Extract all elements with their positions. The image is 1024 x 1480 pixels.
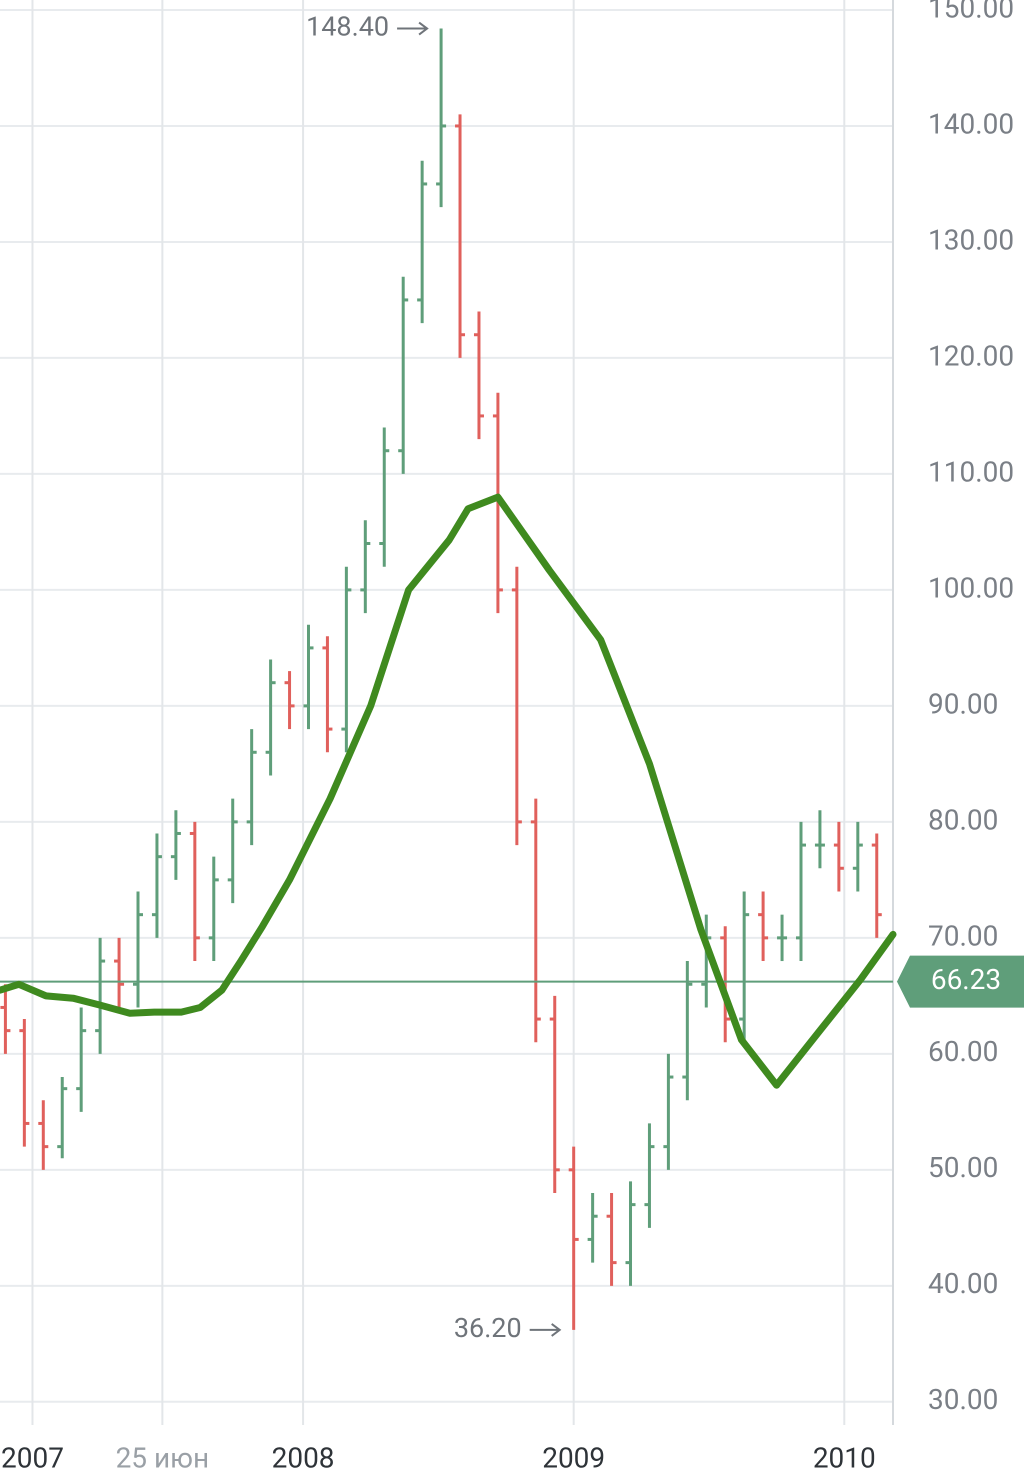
ohlc-bar (57, 1077, 68, 1159)
ohlc-bar (322, 636, 333, 753)
y-tick-label: 40.00 (928, 1267, 998, 1300)
ohlc-bar (76, 1007, 87, 1112)
y-tick-label: 90.00 (928, 687, 998, 720)
ohlc-bar (739, 891, 750, 1043)
ohlc-bar (151, 833, 162, 938)
x-tick-label: 2007 (1, 1441, 64, 1474)
y-tick-label: 140.00 (928, 107, 1014, 140)
ohlc-bar (208, 856, 219, 962)
y-tick-label: 120.00 (928, 339, 1014, 372)
ohlc-bar (568, 1146, 579, 1330)
ohlc-bar (95, 937, 106, 1054)
x-tick-label: 2009 (542, 1441, 605, 1474)
annotation-label: 148.40 (306, 11, 389, 43)
ohlc-bar (777, 914, 788, 962)
ohlc-bar (530, 798, 541, 1043)
ohlc-bar (284, 671, 295, 730)
y-tick-label: 60.00 (928, 1035, 998, 1068)
y-tick-label: 30.00 (928, 1383, 998, 1416)
annotation-arrow (397, 21, 429, 36)
last-price-label: 66.23 (931, 963, 1001, 996)
ohlc-bar (19, 1019, 30, 1147)
ohlc-bar (871, 833, 882, 938)
y-tick-label: 80.00 (928, 803, 998, 836)
ohlc-bar (511, 566, 522, 846)
y-tick-label: 100.00 (928, 571, 1014, 604)
x-tick-label: 2010 (813, 1441, 876, 1474)
ohlc-bar (455, 114, 466, 358)
ohlc-bar (758, 891, 769, 962)
ohlc-bar (303, 624, 314, 730)
ohlc-bar (38, 1100, 49, 1170)
ohlc-bar (682, 961, 693, 1101)
annotation-arrow (529, 1323, 562, 1337)
x-tick-label: 25 июн (116, 1441, 210, 1474)
ohlc-bar (189, 821, 200, 962)
ohlc-bar (398, 276, 409, 474)
ohlc-bar (341, 566, 352, 753)
ohlc-bar (644, 1123, 655, 1228)
ohlc-bar (663, 1053, 674, 1170)
last-price-tag (897, 955, 1024, 1008)
ohlc-bar (606, 1193, 617, 1286)
ohlc-bar (720, 926, 731, 1043)
y-tick-label: 110.00 (928, 455, 1014, 488)
annotation-label: 36.20 (454, 1312, 522, 1344)
ohlc-bar (473, 311, 484, 440)
ohlc-bar (0, 984, 11, 1054)
ohlc-bar (227, 798, 238, 904)
ohlc-bar (170, 810, 181, 880)
y-tick-label: 130.00 (928, 223, 1014, 256)
ohlc-bar (795, 821, 806, 962)
ohlc-bar (549, 995, 560, 1194)
ohlc-bar (833, 821, 844, 892)
ohlc-bar (587, 1193, 598, 1263)
y-tick-label: 50.00 (928, 1151, 998, 1184)
ohlc-bar (265, 659, 276, 776)
ohlc-bar (133, 891, 144, 1008)
ohlc-bar (852, 821, 863, 892)
ohlc-bar (625, 1181, 636, 1286)
y-tick-label: 150.00 (928, 0, 1014, 24)
moving-average (0, 493, 897, 1089)
x-tick-label: 2008 (272, 1441, 335, 1474)
ohlc-bar (417, 160, 428, 324)
ohlc-bar (246, 729, 257, 846)
ohlc-bar (436, 28, 447, 208)
y-tick-label: 70.00 (928, 919, 998, 952)
ohlc-bar (814, 810, 825, 869)
ohlc-bar (360, 520, 371, 614)
ohlc-bar (379, 427, 390, 567)
ohlc-bar (114, 937, 125, 1008)
